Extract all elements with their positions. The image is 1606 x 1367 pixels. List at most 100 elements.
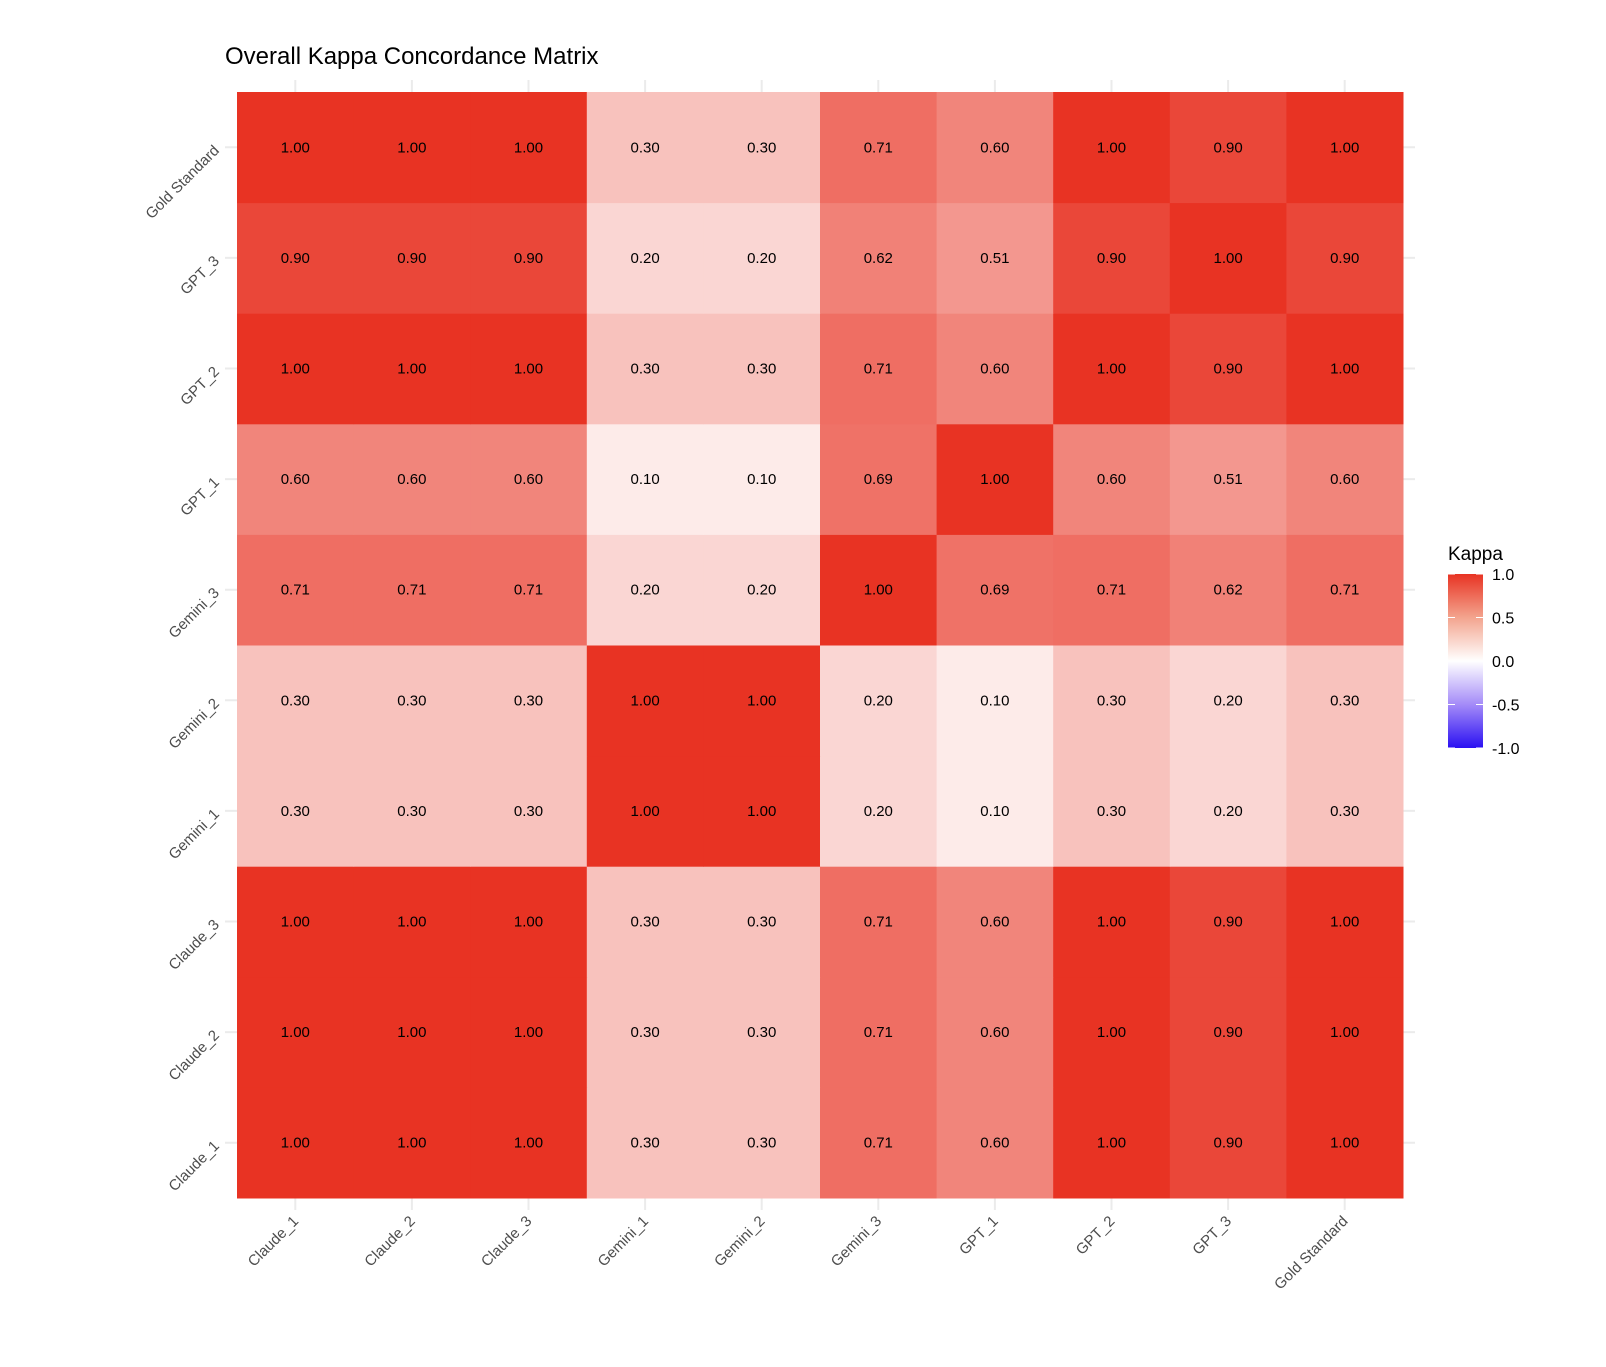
cell-label: 1.00 <box>281 1024 310 1041</box>
cell-label: 1.00 <box>514 361 543 378</box>
cell-label: 0.71 <box>864 361 893 378</box>
heatmap-cell <box>470 92 588 204</box>
legend-tick-label: 0.5 <box>1492 611 1514 628</box>
cell-label: 0.20 <box>747 250 776 267</box>
cell-label: 0.10 <box>980 692 1009 709</box>
cell-label: 0.71 <box>1097 582 1126 599</box>
cell-label: 0.10 <box>630 471 659 488</box>
heatmap-cell <box>936 645 1054 757</box>
heatmap-cell <box>936 976 1054 1088</box>
heatmap-cell <box>1053 92 1171 204</box>
legend-tick-label: 0.0 <box>1492 654 1514 671</box>
heatmap-cell <box>1053 645 1171 757</box>
heatmap-cell <box>586 755 704 867</box>
heatmap-cell <box>353 202 471 314</box>
cell-label: 1.00 <box>514 1024 543 1041</box>
heatmap-cell <box>470 1087 588 1199</box>
heatmap-cell <box>820 92 938 204</box>
heatmap-cell <box>1169 1087 1287 1199</box>
cell-label: 0.71 <box>281 582 310 599</box>
cell-label: 0.20 <box>1213 803 1242 820</box>
heatmap-cell <box>1286 534 1404 646</box>
heatmap-cell <box>237 755 355 867</box>
heatmap-cell <box>820 1087 938 1199</box>
cell-label: 0.30 <box>747 139 776 156</box>
cell-label: 1.00 <box>281 914 310 931</box>
heatmap-cell <box>1286 645 1404 757</box>
heatmap-cell <box>936 1087 1054 1199</box>
cell-label: 0.20 <box>864 692 893 709</box>
heatmap-cell <box>1169 202 1287 314</box>
cell-label: 0.60 <box>1097 471 1126 488</box>
chart-title: Overall Kappa Concordance Matrix <box>225 43 599 70</box>
cell-label: 0.60 <box>980 1135 1009 1152</box>
heatmap-cell <box>237 202 355 314</box>
heatmap-cell <box>353 866 471 978</box>
heatmap-cell <box>703 313 821 425</box>
cell-label: 1.00 <box>1330 1135 1359 1152</box>
heatmap-cell <box>470 313 588 425</box>
legend: Kappa 1.0 0.5 0.0 -0.5 -1.0 <box>1448 544 1520 758</box>
cell-label: 0.60 <box>980 1024 1009 1041</box>
cell-label: 0.30 <box>630 361 659 378</box>
heatmap-cell <box>237 534 355 646</box>
heatmap-cell <box>820 976 938 1088</box>
cell-label: 1.00 <box>397 914 426 931</box>
heatmap-cell <box>586 92 704 204</box>
heatmap-cell <box>1053 202 1171 314</box>
y-tick-label: GPT_2 <box>177 363 223 409</box>
heatmap-cell <box>1286 866 1404 978</box>
cell-label: 0.51 <box>1213 471 1242 488</box>
cell-label: 0.71 <box>514 582 543 599</box>
heatmap-cell <box>1169 534 1287 646</box>
heatmap-cell <box>936 755 1054 867</box>
heatmap-cell <box>470 423 588 535</box>
heatmap-cell <box>1286 976 1404 1088</box>
heatmap-cell <box>820 202 938 314</box>
cell-label: 0.30 <box>630 1024 659 1041</box>
heatmap-cell <box>586 534 704 646</box>
heatmap-cell <box>1286 423 1404 535</box>
cell-label: 0.71 <box>864 139 893 156</box>
heatmap-cell <box>470 202 588 314</box>
cell-label: 0.30 <box>514 803 543 820</box>
cell-label: 0.20 <box>1213 692 1242 709</box>
heatmap-cell <box>237 976 355 1088</box>
heatmap-cell <box>237 313 355 425</box>
y-tick-label: Claude_3 <box>165 916 222 973</box>
cell-label: 0.20 <box>747 582 776 599</box>
heatmap-cell <box>353 1087 471 1199</box>
heatmap-cell <box>820 866 938 978</box>
cell-label: 1.00 <box>1330 1024 1359 1041</box>
cell-label: 0.30 <box>747 1135 776 1152</box>
cell-label: 0.90 <box>281 250 310 267</box>
cell-label: 1.00 <box>980 471 1009 488</box>
heatmap-cell <box>1286 92 1404 204</box>
cell-label: 0.30 <box>630 1135 659 1152</box>
cell-label: 0.60 <box>980 914 1009 931</box>
heatmap-cell <box>237 423 355 535</box>
heatmap-cell <box>1053 866 1171 978</box>
cell-label: 1.00 <box>397 1024 426 1041</box>
y-tick-label: Gemini_3 <box>165 585 222 642</box>
cell-label: 0.30 <box>397 803 426 820</box>
cell-label: 1.00 <box>1213 250 1242 267</box>
heatmap-cell <box>1169 976 1287 1088</box>
cell-label: 1.00 <box>1097 139 1126 156</box>
cell-label: 0.10 <box>747 471 776 488</box>
cell-label: 1.00 <box>1097 1024 1126 1041</box>
cell-label: 0.71 <box>864 1135 893 1152</box>
heatmap-cell <box>1053 976 1171 1088</box>
heatmap-cell <box>237 1087 355 1199</box>
heatmap-cell <box>586 645 704 757</box>
cell-label: 0.30 <box>514 692 543 709</box>
heatmap-cell <box>470 534 588 646</box>
cell-label: 1.00 <box>747 803 776 820</box>
cell-label: 0.60 <box>980 361 1009 378</box>
heatmap-cell <box>703 1087 821 1199</box>
heatmap-cell <box>353 313 471 425</box>
heatmap-cell <box>470 866 588 978</box>
cell-label: 0.30 <box>630 139 659 156</box>
cell-label: 0.71 <box>1330 582 1359 599</box>
